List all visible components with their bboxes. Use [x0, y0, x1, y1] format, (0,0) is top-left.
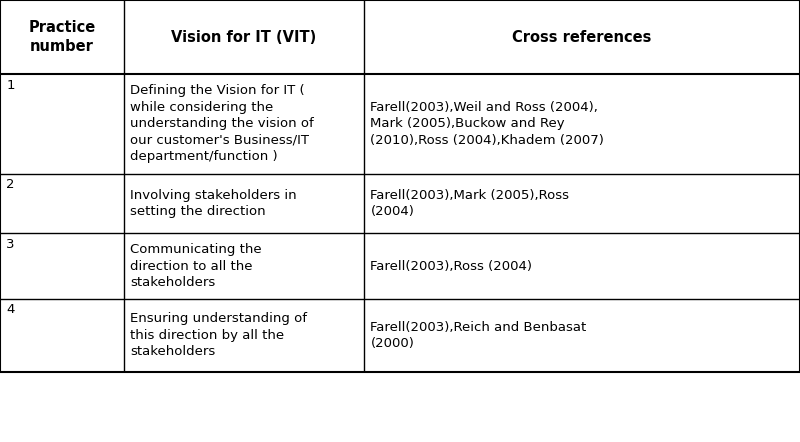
Text: 1: 1 [6, 79, 15, 91]
Text: Practice
number: Practice number [28, 20, 96, 54]
Text: 2: 2 [6, 178, 15, 191]
Text: Involving stakeholders in
setting the direction: Involving stakeholders in setting the di… [130, 189, 297, 218]
Text: Farell(2003),Reich and Benbasat
(2000): Farell(2003),Reich and Benbasat (2000) [370, 320, 586, 350]
Text: Farell(2003),Weil and Ross (2004),
Mark (2005),Buckow and Rey
(2010),Ross (2004): Farell(2003),Weil and Ross (2004), Mark … [370, 101, 604, 147]
Text: 3: 3 [6, 238, 15, 251]
Text: Communicating the
direction to all the
stakeholders: Communicating the direction to all the s… [130, 243, 262, 289]
Text: Defining the Vision for IT (
while considering the
understanding the vision of
o: Defining the Vision for IT ( while consi… [130, 84, 314, 164]
Text: Vision for IT (VIT): Vision for IT (VIT) [171, 30, 317, 45]
Text: Farell(2003),Mark (2005),Ross
(2004): Farell(2003),Mark (2005),Ross (2004) [370, 189, 570, 218]
Text: Ensuring understanding of
this direction by all the
stakeholders: Ensuring understanding of this direction… [130, 312, 307, 358]
Text: Farell(2003),Ross (2004): Farell(2003),Ross (2004) [370, 259, 533, 273]
Text: 4: 4 [6, 303, 14, 316]
Text: Cross references: Cross references [512, 30, 652, 45]
